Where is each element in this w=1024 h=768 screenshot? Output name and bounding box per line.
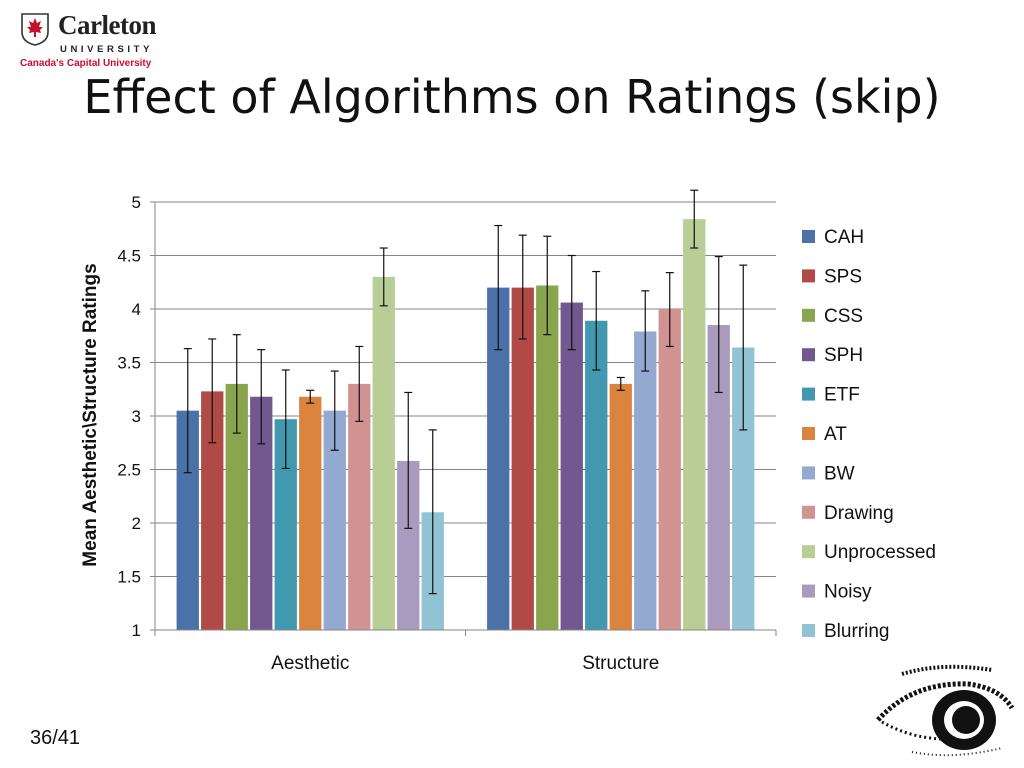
legend-label-at: AT <box>824 424 847 445</box>
bar-blurring-structure <box>732 347 755 630</box>
error-bar-cah-aesthetic <box>183 347 192 474</box>
error-bar-drawing-structure <box>665 272 674 348</box>
bar-etf-structure <box>585 320 608 630</box>
bar-sph-aesthetic <box>250 396 273 630</box>
error-bar-css-aesthetic <box>232 334 241 434</box>
error-bar-bw-structure <box>641 290 650 372</box>
maple-leaf-shield-icon <box>21 13 49 46</box>
bar-bw-aesthetic <box>323 410 346 630</box>
legend-swatch-sps <box>802 269 815 283</box>
legend-label-css: CSS <box>824 306 863 327</box>
error-bar-unprocessed-aesthetic <box>379 247 388 307</box>
bar-drawing-aesthetic <box>348 383 371 630</box>
error-bar-bw-aesthetic <box>330 370 339 451</box>
bar-css-structure <box>536 285 559 630</box>
error-bar-etf-aesthetic <box>281 369 290 470</box>
legend-label-sps: SPS <box>824 266 862 287</box>
legend-swatch-at <box>802 427 815 440</box>
bar-drawing-structure <box>658 309 681 630</box>
bars-layer <box>176 219 755 630</box>
slide-title: Effect of Algorithms on Ratings (skip) <box>83 70 941 124</box>
error-bar-drawing-aesthetic <box>355 345 364 422</box>
bar-etf-aesthetic <box>274 419 297 630</box>
y-tick-label: 3 <box>132 407 141 426</box>
y-tick-label: 1 <box>132 621 141 640</box>
error-bar-etf-structure <box>592 270 601 371</box>
bar-at-structure <box>609 383 632 630</box>
slide-number: 36/41 <box>30 727 81 749</box>
carleton-logo: Carleton UNIVERSITY Canada's Capital Uni… <box>18 10 178 70</box>
legend-swatch-sph <box>802 348 815 362</box>
x-tick-label: Structure <box>582 653 659 674</box>
bar-sps-structure <box>511 287 534 630</box>
y-tick-label: 2 <box>132 514 141 533</box>
legend-swatch-bw <box>802 466 815 480</box>
bar-css-aesthetic <box>225 383 248 630</box>
legend-label-unprocessed: Unprocessed <box>824 542 936 563</box>
error-bar-blurring-aesthetic <box>428 429 437 595</box>
error-bar-noisy-aesthetic <box>404 391 413 529</box>
legend-label-drawing: Drawing <box>824 503 894 524</box>
logo-name: Carleton <box>58 10 156 40</box>
legend-label-noisy: Noisy <box>824 582 872 603</box>
y-tick-label: 3.5 <box>117 354 141 373</box>
x-tick-label: Aesthetic <box>271 653 349 674</box>
error-bars-layer <box>183 189 748 595</box>
logo-tagline: Canada's Capital University <box>20 58 152 69</box>
y-tick-label: 2.5 <box>117 461 141 480</box>
y-tick-label: 4 <box>132 300 141 319</box>
bar-noisy-aesthetic <box>397 460 420 630</box>
bar-noisy-structure <box>707 325 730 630</box>
legend-label-blurring: Blurring <box>824 621 889 642</box>
legend-swatch-drawing <box>802 505 815 519</box>
y-tick-label: 1.5 <box>117 568 141 587</box>
error-bar-blurring-structure <box>739 264 748 431</box>
y-tick-label: 5 <box>132 193 141 212</box>
y-tick-labels: 1 1.5 2 2.5 3 3.5 4 4.5 5 <box>117 193 141 640</box>
legend-swatch-css <box>802 308 815 322</box>
legend-swatch-etf <box>802 387 815 401</box>
axes-layer <box>154 202 777 636</box>
legend-label-cah: CAH <box>824 227 864 248</box>
bar-cah-aesthetic <box>176 410 199 630</box>
error-bar-at-aesthetic <box>306 389 315 404</box>
eye-sketch-icon <box>876 664 1015 757</box>
y-tick-label: 4.5 <box>117 247 141 266</box>
bar-unprocessed-structure <box>683 219 706 630</box>
error-bar-sps-aesthetic <box>208 338 217 444</box>
error-bar-css-structure <box>543 235 552 336</box>
legend-swatch-unprocessed <box>802 545 815 559</box>
error-bar-sph-aesthetic <box>257 349 266 445</box>
legend-swatch-cah <box>802 230 815 243</box>
error-bar-at-structure <box>616 376 625 391</box>
error-bar-sps-structure <box>518 234 527 340</box>
y-axis-label: Mean Aesthetic\Structure Ratings <box>80 263 101 566</box>
legend: CAH SPS CSS SPH ETF AT BW Drawing Unprocessed Noi… <box>802 227 936 642</box>
bar-unprocessed-aesthetic <box>372 276 395 630</box>
legend-swatch-noisy <box>802 584 815 598</box>
error-bar-cah-structure <box>494 224 503 351</box>
legend-label-etf: ETF <box>824 385 860 406</box>
error-bar-unprocessed-structure <box>690 189 699 249</box>
error-bar-noisy-structure <box>714 255 723 394</box>
error-bar-sph-structure <box>567 254 576 351</box>
bar-sph-structure <box>560 302 583 630</box>
x-tick-labels: Aesthetic Structure <box>271 653 659 674</box>
bar-bw-structure <box>634 331 657 630</box>
bar-cah-structure <box>487 287 510 630</box>
legend-label-sph: SPH <box>824 345 863 366</box>
bar-at-aesthetic <box>299 396 322 630</box>
bar-sps-aesthetic <box>201 391 224 630</box>
legend-swatch-blurring <box>802 624 815 637</box>
legend-label-bw: BW <box>824 463 855 484</box>
logo-subtitle: UNIVERSITY <box>60 44 154 55</box>
